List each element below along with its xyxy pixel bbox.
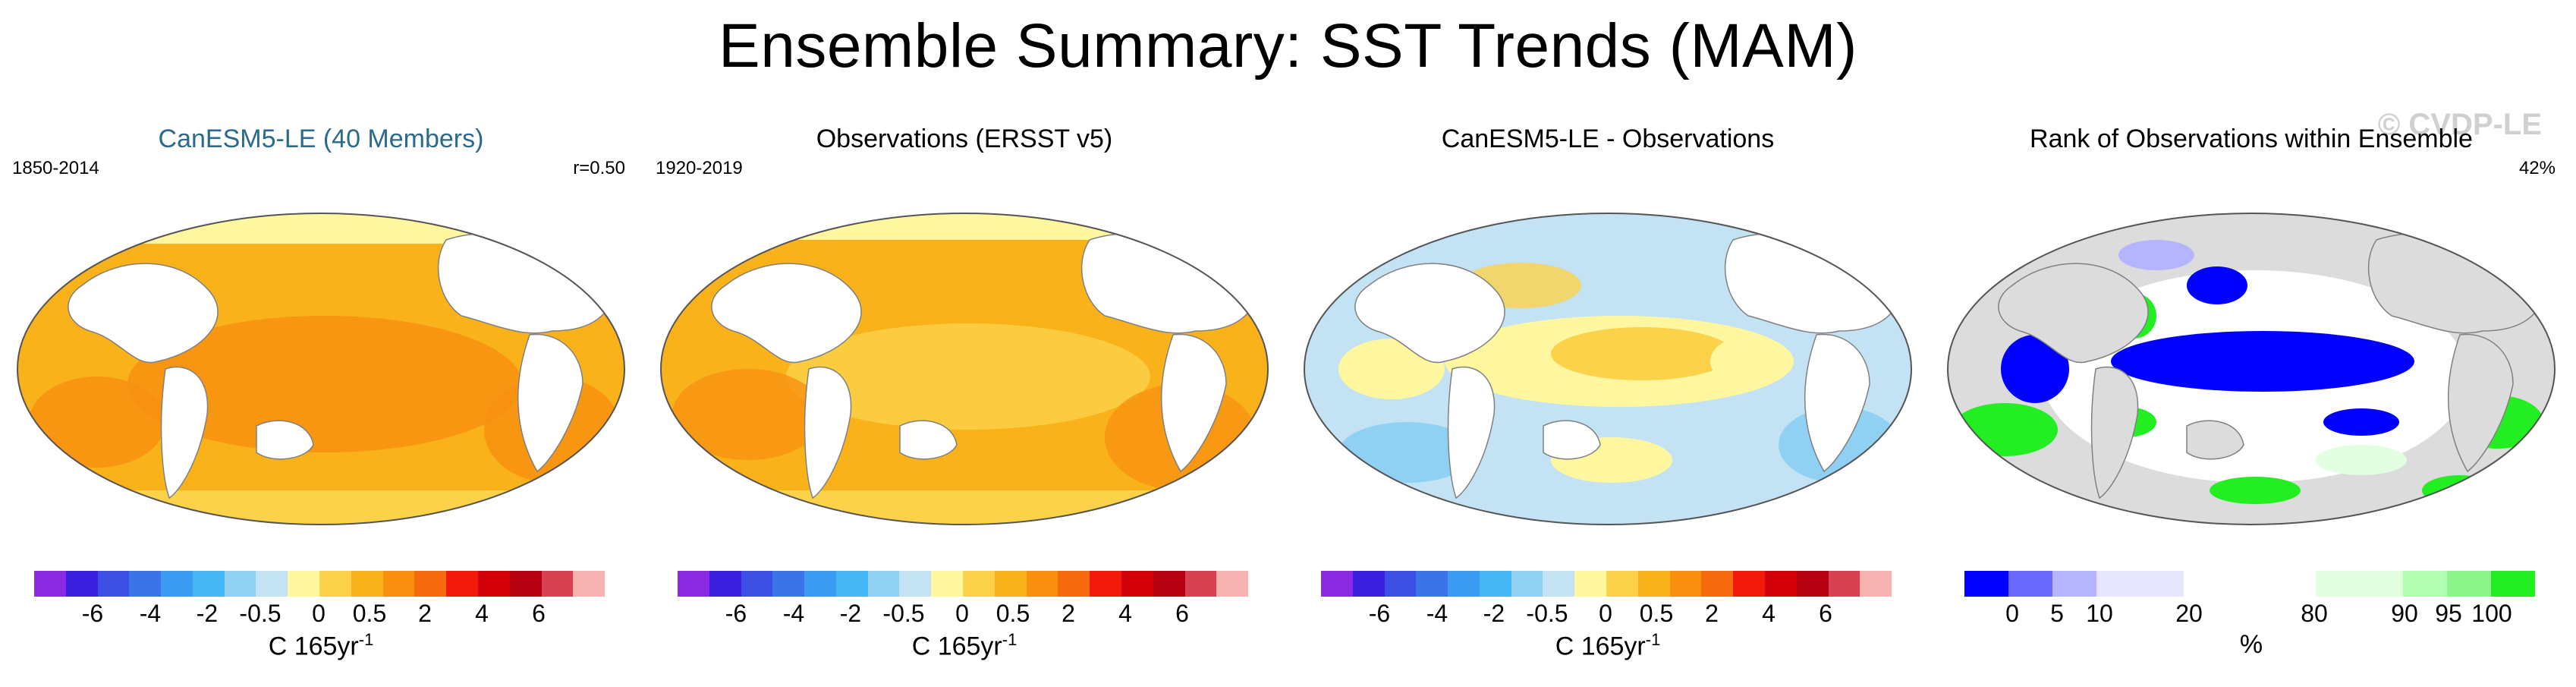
tick-label: -4 — [782, 600, 805, 627]
colorbar-unit: C 165yr-1 — [1555, 630, 1661, 661]
tick-label: 80 — [2301, 600, 2328, 627]
tick-label: 10 — [2086, 600, 2113, 627]
period-label: 1850-2014 — [12, 158, 99, 178]
tick-label: 6 — [1175, 600, 1189, 627]
sst-observed-map — [660, 213, 1269, 525]
cvdp-watermark: © CVDP-LE — [2377, 108, 2542, 141]
panel-title: Rank of Observations within Ensemble — [2030, 124, 2473, 153]
tick-label: -4 — [1426, 600, 1448, 627]
panel-model-trend: CanESM5-LE (40 Members) 1850-2014 r=0.50… — [0, 114, 642, 683]
tick-label: 6 — [532, 600, 546, 627]
tick-label: 2 — [1705, 600, 1719, 627]
tick-label: 0.5 — [352, 600, 387, 627]
period-label: 1920-2019 — [656, 158, 743, 178]
panel-title: CanESM5-LE (40 Members) — [158, 124, 484, 153]
tick-label: 0 — [955, 600, 969, 627]
colorbar — [1321, 571, 1892, 597]
tick-label: 5 — [2050, 600, 2064, 627]
colorbar-ticks: -6 -4 -2 -0.5 0 0.5 2 4 6 — [678, 600, 1248, 630]
tick-label: 4 — [475, 600, 489, 627]
colorbar — [678, 571, 1249, 597]
colorbar-unit: C 165yr-1 — [268, 630, 374, 661]
tick-label: 6 — [1819, 600, 1832, 627]
tick-label: 0 — [1599, 600, 1612, 627]
colorbar — [34, 571, 605, 597]
sst-trend-map — [17, 213, 625, 525]
colorbar-ticks: -6 -4 -2 -0.5 0 0.5 2 4 6 — [34, 600, 605, 630]
tick-label: 0 — [312, 600, 326, 627]
difference-map — [1304, 213, 1912, 525]
tick-label: 4 — [1118, 600, 1132, 627]
tick-label: -0.5 — [882, 600, 925, 627]
figure-title: Ensemble Summary: SST Trends (MAM) — [719, 11, 1857, 80]
tick-label: -6 — [1368, 600, 1391, 627]
tick-label: -0.5 — [239, 600, 282, 627]
tick-label: 0.5 — [1639, 600, 1674, 627]
tick-label: -6 — [81, 600, 104, 627]
tick-label: 2 — [418, 600, 432, 627]
tick-label: 20 — [2175, 600, 2203, 627]
tick-label: -4 — [139, 600, 162, 627]
panel-rank: © CVDP-LE Rank of Observations within En… — [1930, 108, 2572, 683]
panel-observed-trend: Observations (ERSST v5) 1920-2019 -6 -4 … — [643, 114, 1285, 683]
tick-label: -0.5 — [1526, 600, 1568, 627]
colorbar-ticks: 0 5 10 20 80 90 95 100 — [1964, 600, 2535, 630]
tick-label: 0 — [2005, 600, 2019, 627]
tick-label: 4 — [1762, 600, 1776, 627]
correlation-label: r=0.50 — [573, 158, 625, 178]
percent-label: 42% — [2518, 158, 2556, 178]
tick-label: -2 — [196, 600, 219, 627]
panel-title: Observations (ERSST v5) — [816, 124, 1113, 153]
panel-model-minus-obs: CanESM5-LE - Observations -6 -4 -2 — [1287, 114, 1929, 683]
tick-label: -2 — [839, 600, 862, 627]
tick-label: 90 — [2391, 600, 2418, 627]
tick-label: -2 — [1483, 600, 1505, 627]
tick-label: 0.5 — [995, 600, 1030, 627]
colorbar-unit: % — [2239, 630, 2263, 659]
colorbar-unit: C 165yr-1 — [911, 630, 1018, 661]
colorbar-ticks: -6 -4 -2 -0.5 0 0.5 2 4 6 — [1321, 600, 1892, 630]
rank-map — [1947, 213, 2556, 525]
tick-label: 95 — [2435, 600, 2462, 627]
tick-label: 2 — [1062, 600, 1075, 627]
panel-title: CanESM5-LE - Observations — [1441, 124, 1775, 153]
tick-label: 100 — [2471, 600, 2512, 627]
rank-colorbar — [1964, 571, 2535, 597]
tick-label: -6 — [725, 600, 747, 627]
